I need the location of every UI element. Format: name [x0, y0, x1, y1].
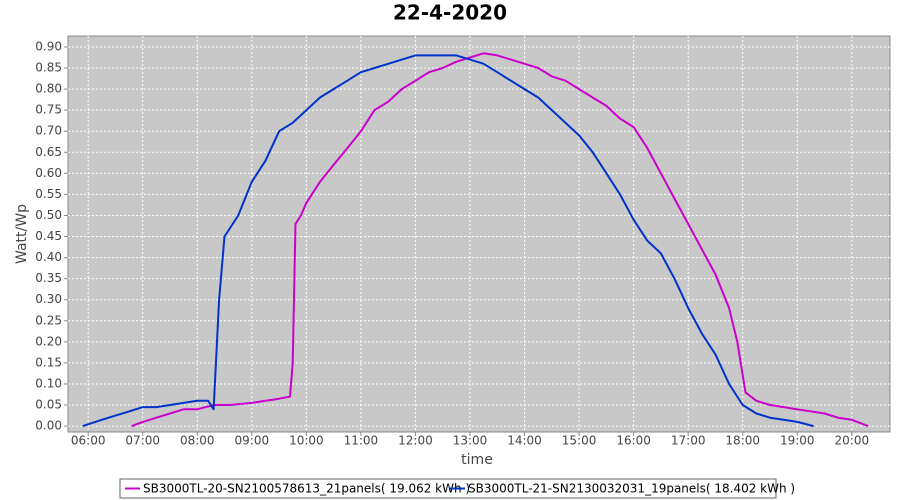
y-tick-label: 0.20 — [35, 334, 62, 348]
x-tick-label: 14:00 — [507, 434, 542, 448]
y-tick-label: 0.15 — [35, 355, 62, 369]
legend-box — [119, 478, 777, 499]
series-line — [131, 52, 869, 428]
x-tick-label: 12:00 — [398, 434, 433, 448]
y-tick-label: 0.35 — [35, 271, 62, 285]
y-tick-label: 0.10 — [35, 376, 62, 390]
x-tick-label: 18:00 — [725, 434, 760, 448]
y-tick-label: 0.05 — [35, 398, 62, 412]
x-tick-label: 17:00 — [671, 434, 706, 448]
y-tick-label: 0.40 — [35, 250, 62, 264]
x-tick-label: 09:00 — [235, 434, 270, 448]
legend-label: SB3000TL-20-SN2100578613_21panels( 19.06… — [143, 482, 470, 496]
y-tick-label: 0.30 — [35, 292, 62, 306]
plot-area — [67, 35, 891, 433]
y-tick-label: 0.90 — [35, 39, 62, 53]
x-tick-label: 16:00 — [616, 434, 651, 448]
y-tick-label: 0.60 — [35, 166, 62, 180]
x-tick-label: 15:00 — [562, 434, 597, 448]
y-axis-label: Watt/Wp — [14, 204, 30, 264]
legend-label: SB3000TL-21-SN2130032031_19panels( 18.40… — [468, 482, 795, 496]
y-tick-label: 0.00 — [35, 419, 62, 433]
y-tick-label: 0.70 — [35, 124, 62, 138]
x-tick-label: 10:00 — [289, 434, 324, 448]
y-tick-label: 0.25 — [35, 313, 62, 327]
x-tick-label: 19:00 — [780, 434, 815, 448]
x-axis-label: time — [461, 452, 493, 468]
y-tick-label: 0.80 — [35, 82, 62, 96]
x-tick-label: 08:00 — [180, 434, 215, 448]
x-tick-label: 07:00 — [125, 434, 160, 448]
y-tick-label: 0.50 — [35, 208, 62, 222]
y-tick-label: 0.75 — [35, 103, 62, 117]
series-line — [82, 54, 814, 428]
y-tick-label: 0.65 — [35, 145, 62, 159]
chart-title: 22-4-2020 — [393, 1, 507, 25]
y-tick-label: 0.45 — [35, 229, 62, 243]
x-tick-label: 06:00 — [71, 434, 106, 448]
y-tick-label: 0.55 — [35, 187, 62, 201]
x-tick-label: 20:00 — [835, 434, 870, 448]
x-tick-label: 13:00 — [453, 434, 488, 448]
y-tick-label: 0.85 — [35, 61, 62, 75]
x-tick-label: 11:00 — [344, 434, 379, 448]
